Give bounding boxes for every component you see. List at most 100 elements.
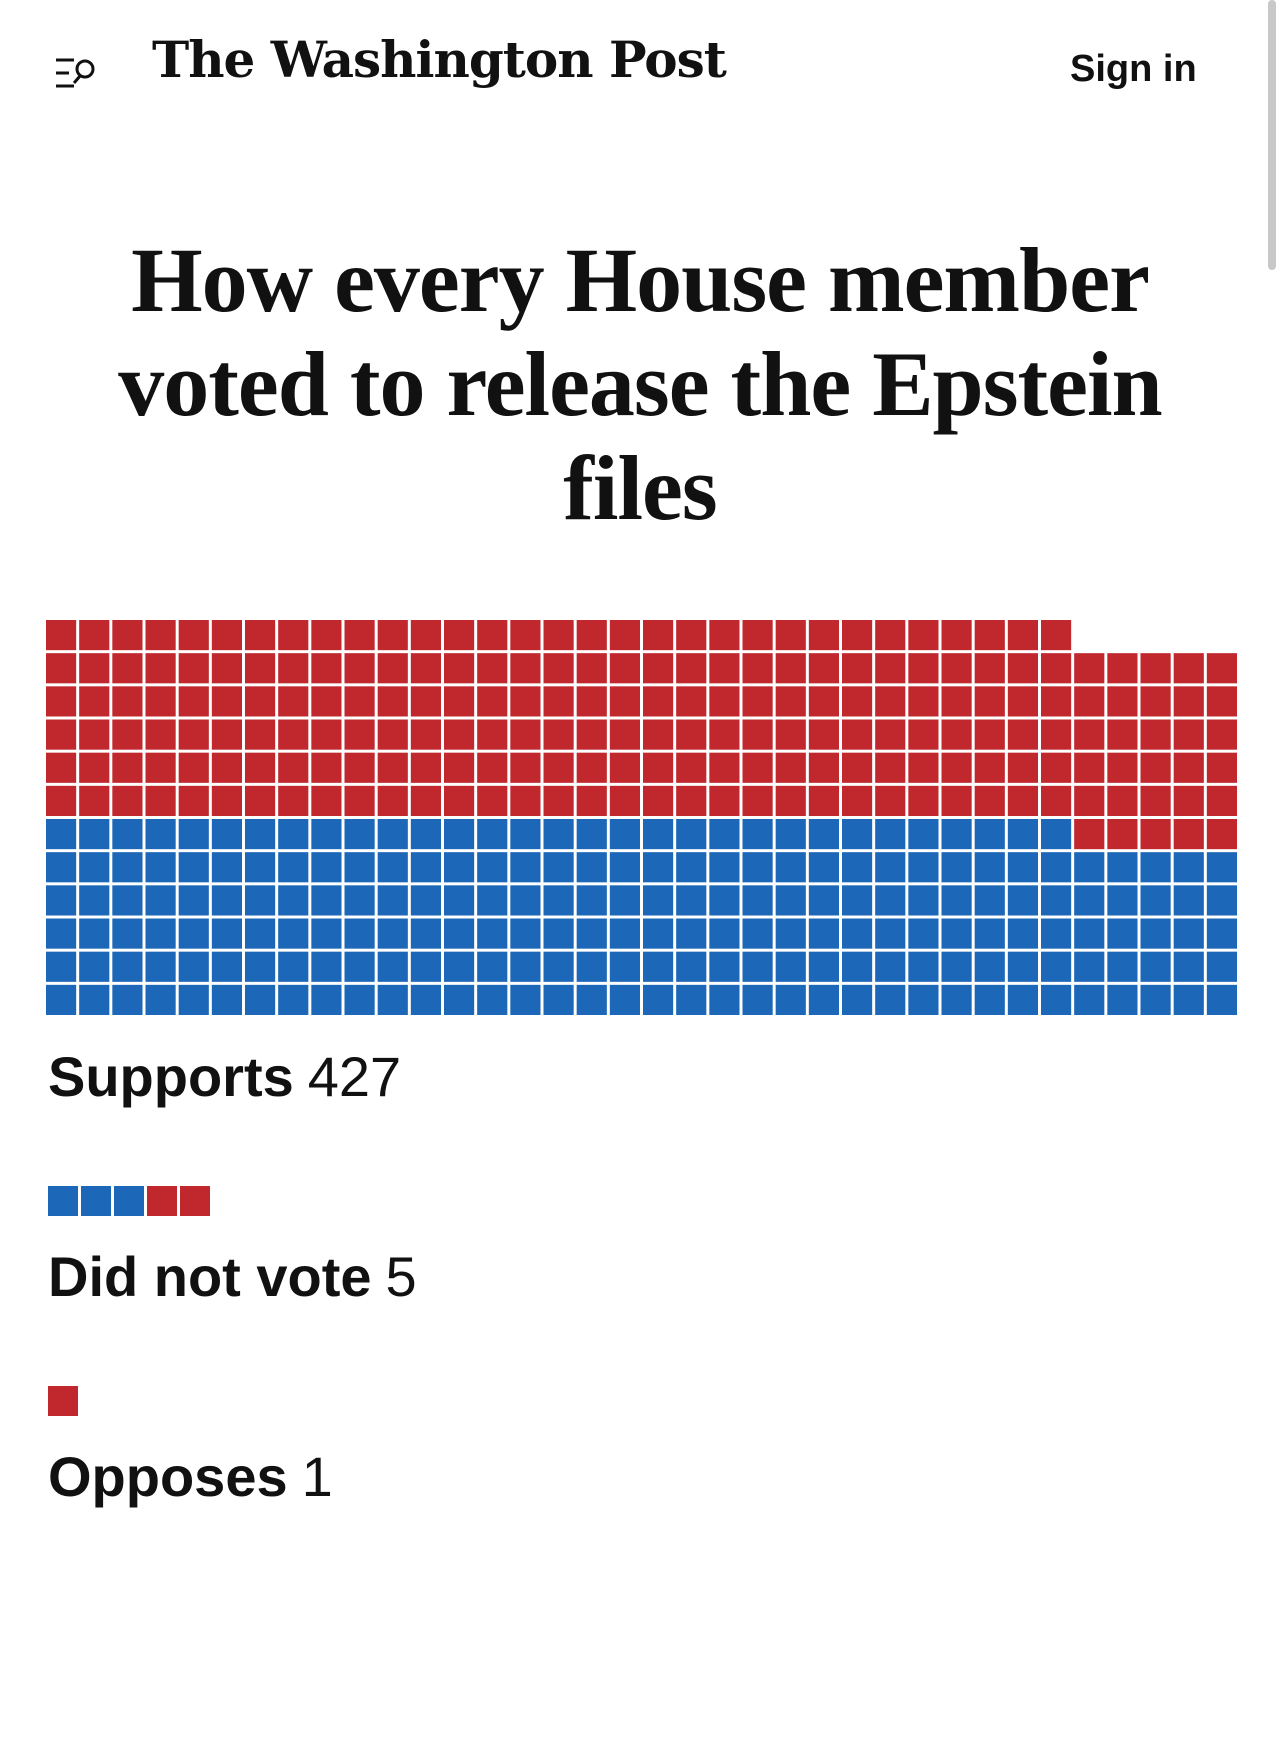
democrat-vote-square (444, 951, 475, 982)
republican-vote-square (643, 620, 674, 651)
democrat-vote-square (908, 984, 939, 1015)
republican-vote-square (311, 620, 342, 651)
republican-vote-square (1007, 752, 1038, 783)
republican-vote-square (875, 653, 906, 684)
republican-vote-square (875, 620, 906, 651)
republican-vote-square (808, 686, 839, 717)
republican-vote-square (875, 785, 906, 816)
democrat-vote-square (145, 918, 176, 949)
republican-vote-square (1007, 686, 1038, 717)
republican-swatch (48, 1386, 78, 1416)
democrat-vote-square (178, 951, 209, 982)
republican-vote-square (477, 719, 508, 750)
democrat-vote-square (278, 984, 309, 1015)
republican-vote-square (145, 719, 176, 750)
republican-vote-square (974, 686, 1005, 717)
legend-did-not-vote-count: 5 (385, 1245, 417, 1308)
republican-vote-square (46, 653, 77, 684)
republican-vote-square (178, 785, 209, 816)
democrat-vote-square (477, 819, 508, 850)
republican-vote-square (344, 752, 375, 783)
republican-vote-square (1206, 752, 1237, 783)
democrat-vote-square (676, 984, 707, 1015)
democrat-vote-square (875, 819, 906, 850)
republican-vote-square (609, 785, 640, 816)
article-headline: How every House member voted to release … (118, 229, 1162, 539)
democrat-vote-square (908, 852, 939, 883)
legend-opposes-count: 1 (301, 1445, 333, 1508)
democrat-vote-square (543, 852, 574, 883)
republican-vote-square (145, 785, 176, 816)
democrat-vote-square (410, 984, 441, 1015)
republican-vote-square (941, 620, 972, 651)
republican-vote-square (79, 620, 110, 651)
republican-vote-square (908, 686, 939, 717)
republican-vote-square (543, 653, 574, 684)
democrat-vote-square (444, 819, 475, 850)
republican-vote-square (1206, 686, 1237, 717)
republican-vote-square (676, 653, 707, 684)
democrat-vote-square (676, 852, 707, 883)
did-not-vote-swatches (48, 1186, 210, 1216)
republican-vote-square (775, 752, 806, 783)
democrat-vote-square (808, 918, 839, 949)
republican-vote-square (908, 785, 939, 816)
republican-vote-square (344, 620, 375, 651)
democrat-vote-square (510, 951, 541, 982)
site-logo[interactable]: The Washington Post (152, 30, 727, 89)
democrat-vote-square (775, 819, 806, 850)
republican-vote-square (576, 686, 607, 717)
democrat-vote-square (543, 984, 574, 1015)
democrat-vote-square (643, 885, 674, 916)
democrat-vote-square (1206, 885, 1237, 916)
democrat-vote-square (576, 984, 607, 1015)
democrat-vote-square (1173, 852, 1204, 883)
republican-vote-square (1041, 686, 1072, 717)
democrat-vote-square (1206, 918, 1237, 949)
republican-vote-square (643, 686, 674, 717)
democrat-vote-square (145, 885, 176, 916)
sign-in-link[interactable]: Sign in (1070, 48, 1197, 90)
republican-vote-square (974, 752, 1005, 783)
republican-vote-square (643, 719, 674, 750)
democrat-vote-square (1140, 885, 1171, 916)
republican-vote-square (46, 686, 77, 717)
democrat-vote-square (908, 885, 939, 916)
democrat-vote-square (842, 819, 873, 850)
democrat-vote-square (842, 885, 873, 916)
legend-opposes: Opposes 1 (48, 1444, 333, 1509)
republican-vote-square (112, 752, 143, 783)
republican-vote-square (245, 653, 276, 684)
democrat-vote-square (510, 918, 541, 949)
democrat-vote-square (211, 984, 242, 1015)
legend-did-not-vote: Did not vote 5 (48, 1244, 417, 1309)
republican-vote-square (311, 686, 342, 717)
republican-vote-square (742, 785, 773, 816)
democrat-vote-square (941, 852, 972, 883)
republican-vote-square (344, 686, 375, 717)
democrat-vote-square (245, 951, 276, 982)
republican-vote-square (178, 686, 209, 717)
democrat-vote-square (211, 852, 242, 883)
menu-search-icon[interactable] (54, 56, 100, 90)
republican-vote-square (145, 653, 176, 684)
democrat-vote-square (278, 918, 309, 949)
democrat-vote-square (676, 918, 707, 949)
republican-vote-square (311, 785, 342, 816)
democrat-vote-square (643, 951, 674, 982)
republican-vote-square (278, 620, 309, 651)
republican-vote-square (1107, 785, 1138, 816)
republican-vote-square (245, 719, 276, 750)
scrollbar-thumb[interactable] (1268, 0, 1276, 270)
democrat-vote-square (1107, 852, 1138, 883)
democrat-vote-square (1074, 984, 1105, 1015)
republican-vote-square (908, 719, 939, 750)
republican-vote-square (444, 752, 475, 783)
democrat-vote-square (709, 885, 740, 916)
democrat-vote-square (709, 984, 740, 1015)
republican-vote-square (377, 620, 408, 651)
republican-vote-square (676, 686, 707, 717)
democrat-vote-square (676, 819, 707, 850)
democrat-vote-square (742, 951, 773, 982)
